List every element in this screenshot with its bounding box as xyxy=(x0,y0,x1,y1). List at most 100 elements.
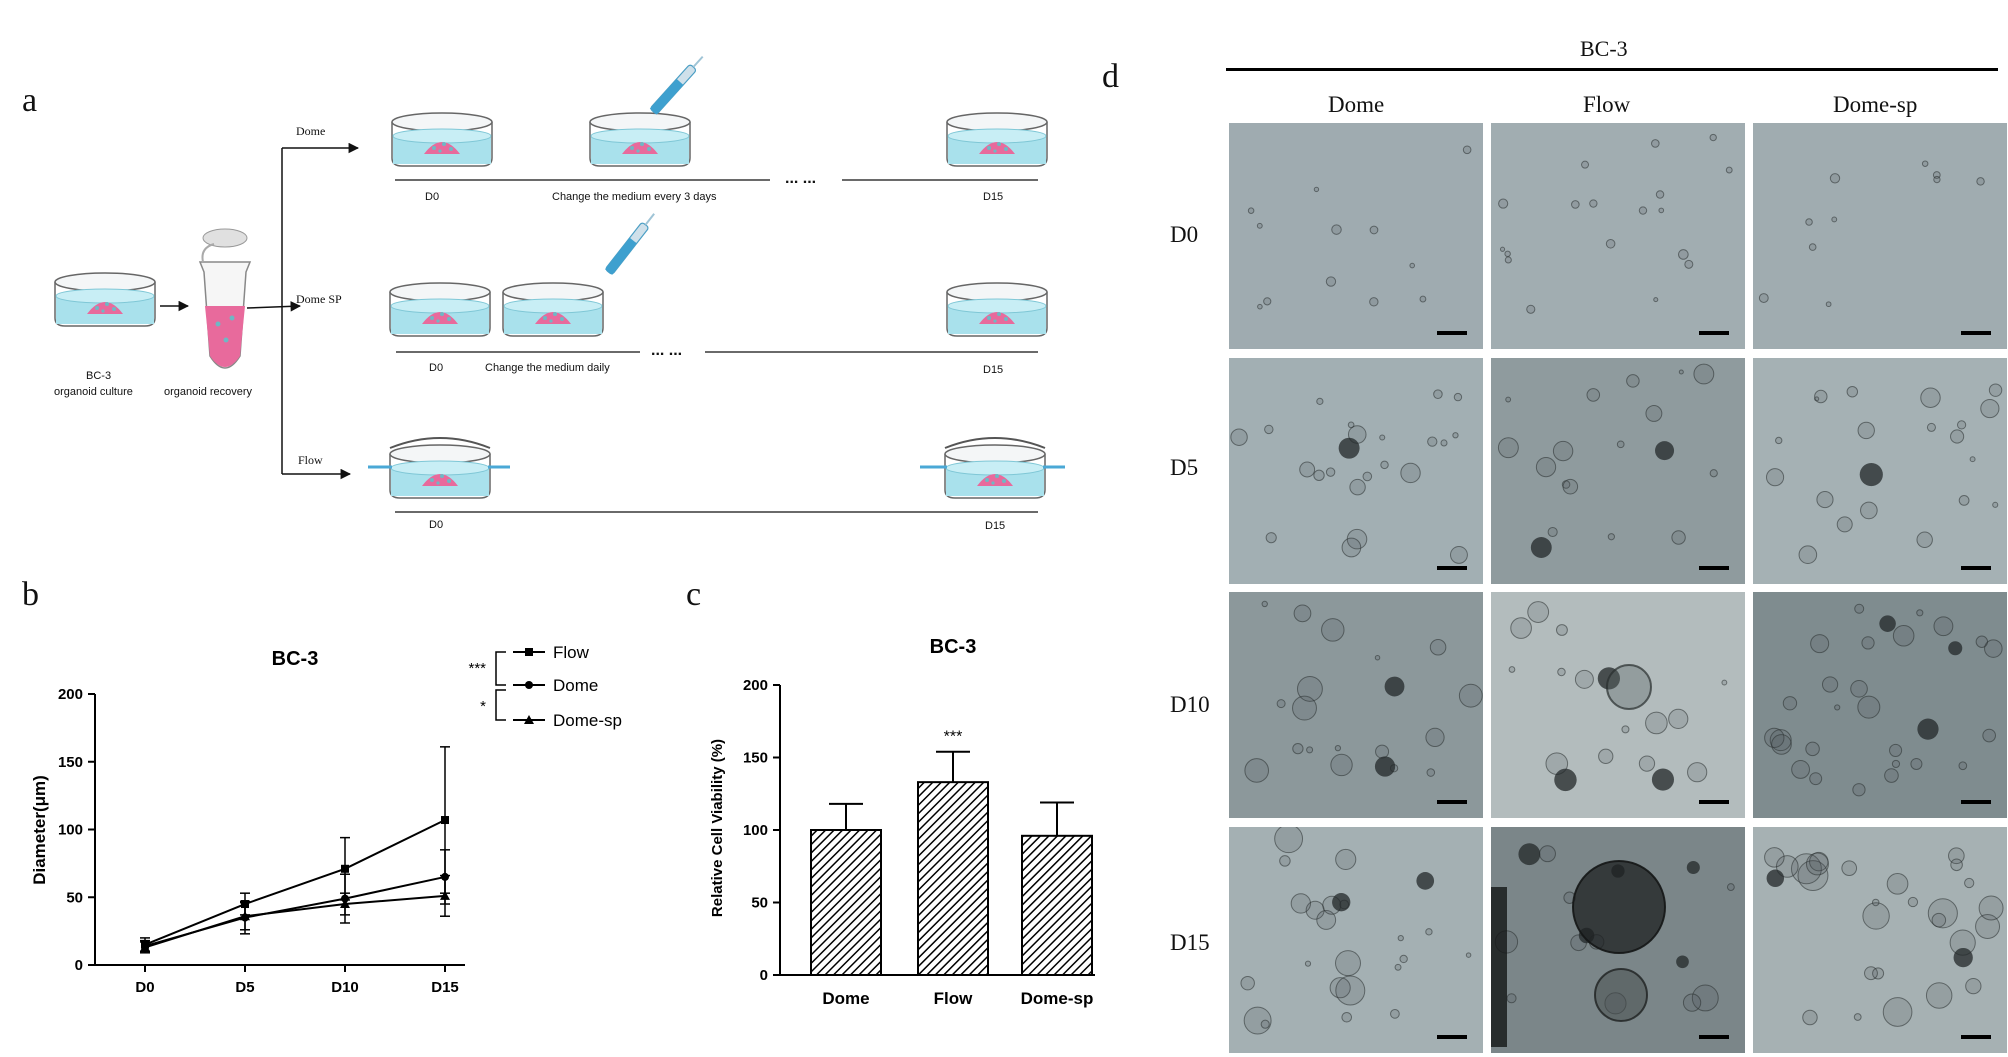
cell-organoid xyxy=(1557,667,1566,677)
cell-organoid xyxy=(1379,434,1386,441)
micrograph-flow-d10 xyxy=(1491,592,1745,818)
cell-organoid xyxy=(1369,297,1379,307)
cell-organoid xyxy=(1982,728,1996,743)
cell-organoid xyxy=(1465,952,1472,958)
cell-organoid xyxy=(1988,383,2003,397)
significance-label: * xyxy=(480,698,486,715)
cell-organoid xyxy=(1678,369,1684,375)
legend-label: Dome-sp xyxy=(553,711,622,730)
cell-organoid xyxy=(1380,460,1389,470)
scale-bar xyxy=(1961,800,1991,804)
cell-organoid xyxy=(1257,303,1263,310)
cell-organoid xyxy=(1836,516,1853,533)
scale-bar xyxy=(1961,1035,1991,1039)
medium-note: Change the medium every 3 days xyxy=(552,191,717,203)
micrograph-flow-d0 xyxy=(1491,123,1745,349)
cell-organoid xyxy=(1552,440,1574,462)
cell-organoid xyxy=(1616,440,1625,449)
cell-organoid xyxy=(1645,405,1663,422)
cell-organoid xyxy=(1926,422,1936,432)
cell-organoid xyxy=(1805,218,1813,226)
bar-dome xyxy=(810,829,882,976)
scale-bar xyxy=(1699,331,1729,335)
cell-organoid xyxy=(1279,855,1291,867)
cell-organoid xyxy=(1419,295,1427,303)
cell-organoid xyxy=(1586,388,1601,402)
branch-label-dome-sp: Dome SP xyxy=(296,292,342,306)
micrograph-texture xyxy=(1244,600,1483,783)
cell-organoid xyxy=(1265,532,1277,544)
y-tick-label: 100 xyxy=(743,822,768,839)
cell-organoid xyxy=(1645,711,1668,735)
micrograph-texture xyxy=(1508,601,1728,792)
cell-organoid xyxy=(1452,432,1459,439)
cell-organoid xyxy=(1571,200,1580,209)
cell-organoid xyxy=(1390,1008,1400,1019)
cell-organoid xyxy=(1290,893,1311,914)
cell-organoid xyxy=(1263,297,1272,306)
dense-organoid xyxy=(1651,768,1675,791)
cell-organoid xyxy=(1260,1019,1270,1029)
cell-organoid xyxy=(1916,531,1933,548)
cell-organoid xyxy=(1605,239,1616,249)
legend-marker xyxy=(525,648,533,656)
cell-organoid xyxy=(1453,392,1463,402)
data-point xyxy=(140,942,150,952)
source-sublabel: organoid culture xyxy=(54,386,133,398)
flow-chamber-icon xyxy=(920,437,1065,499)
panel-letter-d: d xyxy=(1102,58,1119,95)
y-axis-label: Relative Cell Viability (%) xyxy=(709,739,726,917)
cell-organoid xyxy=(1956,420,1967,430)
cell-organoid xyxy=(1426,768,1436,777)
cell-organoid xyxy=(1927,898,1958,929)
dense-organoid xyxy=(1948,641,1963,656)
cell-organoid xyxy=(1539,845,1556,863)
medium-note: Change the medium daily xyxy=(485,362,610,374)
cell-organoid xyxy=(1510,617,1532,639)
cell-organoid xyxy=(1862,902,1890,930)
cell-organoid xyxy=(1798,545,1818,565)
row-label-d5: D5 xyxy=(1170,455,1199,480)
cell-organoid xyxy=(1341,1011,1353,1023)
cell-organoid xyxy=(1950,429,1965,444)
cell-organoid xyxy=(1440,439,1448,447)
cell-organoid xyxy=(1829,173,1841,184)
cell-organoid xyxy=(1765,468,1785,487)
cell-organoid xyxy=(1261,600,1268,608)
viability-bar-chart: BC-3 0 50 100 150 200 Relative Cell Viability … xyxy=(709,636,1095,1008)
cell-organoid xyxy=(1790,853,1822,885)
cell-organoid xyxy=(1821,676,1839,693)
cell-organoid xyxy=(1976,177,1985,186)
cell-organoid xyxy=(1872,967,1885,980)
branch-label-flow: Flow xyxy=(298,453,323,467)
cell-organoid xyxy=(1653,297,1659,303)
cell-organoid xyxy=(1857,421,1875,440)
cell-organoid xyxy=(1693,363,1715,385)
cell-organoid xyxy=(1638,206,1648,215)
cell-organoid xyxy=(1857,695,1881,719)
scale-bar xyxy=(1699,1035,1729,1039)
cell-organoid xyxy=(1933,616,1954,637)
cell-organoid xyxy=(1589,199,1598,208)
cell-organoid xyxy=(1782,696,1798,711)
cell-organoid xyxy=(1709,469,1718,478)
y-tick-label: 150 xyxy=(743,750,768,767)
micrograph-dome-sp-d5 xyxy=(1753,358,2007,584)
cell-organoid xyxy=(1805,741,1820,757)
cell-organoid xyxy=(1598,748,1614,764)
data-point xyxy=(341,864,349,873)
cell-organoid xyxy=(1375,744,1390,759)
micrograph-texture xyxy=(1764,847,2004,1027)
cell-organoid xyxy=(1293,604,1312,623)
cell-organoid xyxy=(1691,984,1719,1012)
dense-organoid xyxy=(1953,947,1973,968)
cell-organoid xyxy=(1809,772,1823,786)
cell-organoid xyxy=(1462,145,1472,155)
cell-organoid xyxy=(1891,759,1901,769)
chart-title: BC-3 xyxy=(930,636,977,658)
cell-organoid xyxy=(1400,462,1421,484)
cell-organoid xyxy=(1292,695,1317,721)
cell-organoid xyxy=(1958,494,1970,506)
cell-organoid xyxy=(1658,207,1665,214)
source-label: BC-3 xyxy=(86,370,112,382)
